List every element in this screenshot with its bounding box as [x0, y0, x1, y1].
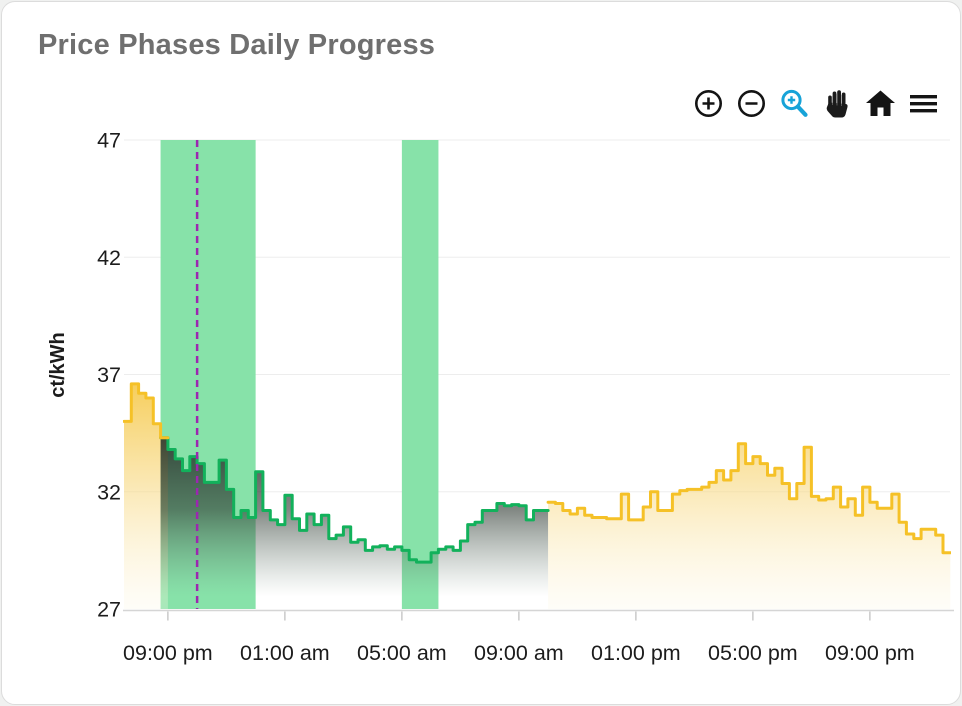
y-tick-label: 32 [97, 480, 121, 504]
green-phase-band [401, 140, 439, 609]
box-zoom-icon [778, 87, 811, 120]
pan-button[interactable] [821, 87, 854, 120]
x-tick-label: 09:00 pm [825, 641, 915, 665]
x-tick-label: 09:00 am [474, 641, 564, 665]
y-axis-title: ct/kWh [47, 332, 69, 398]
x-tick-label: 05:00 am [357, 641, 447, 665]
y-tick-label: 42 [97, 246, 121, 270]
y-axis-ticks: 27 32 37 42 47 [97, 129, 121, 622]
home-icon [864, 87, 897, 120]
standard-phase-line [123, 382, 170, 440]
zoom-in-icon [692, 87, 725, 120]
y-tick-label: 27 [97, 598, 121, 622]
chart-toolbar [692, 87, 940, 120]
reset-home-button[interactable] [864, 87, 897, 120]
green-phase-fill [160, 437, 549, 609]
zoom-out-button[interactable] [735, 87, 768, 120]
standard-phase-fill [124, 383, 168, 609]
x-tick-label: 05:00 pm [708, 641, 798, 665]
green-phase-line [159, 436, 550, 564]
x-tick-label: 01:00 pm [591, 641, 681, 665]
menu-icon [907, 87, 940, 120]
x-tick-label: 09:00 pm [123, 641, 213, 665]
zoom-out-icon [735, 87, 768, 120]
price-series [123, 382, 951, 609]
menu-button[interactable] [907, 87, 940, 120]
y-tick-label: 47 [97, 129, 121, 153]
x-tick-label: 01:00 am [240, 641, 330, 665]
y-tick-label: 37 [97, 363, 121, 387]
x-axis-ticks: 09:00 pm 01:00 am 05:00 am 09:00 am 01:00 pm… [123, 611, 915, 665]
page-title: Price Phases Daily Progress [38, 29, 436, 61]
standard-phase-line [546, 442, 951, 555]
box-zoom-button[interactable] [778, 87, 811, 120]
zoom-in-button[interactable] [692, 87, 725, 120]
standard-phase-fill [548, 443, 951, 609]
pan-hand-icon [821, 87, 854, 120]
